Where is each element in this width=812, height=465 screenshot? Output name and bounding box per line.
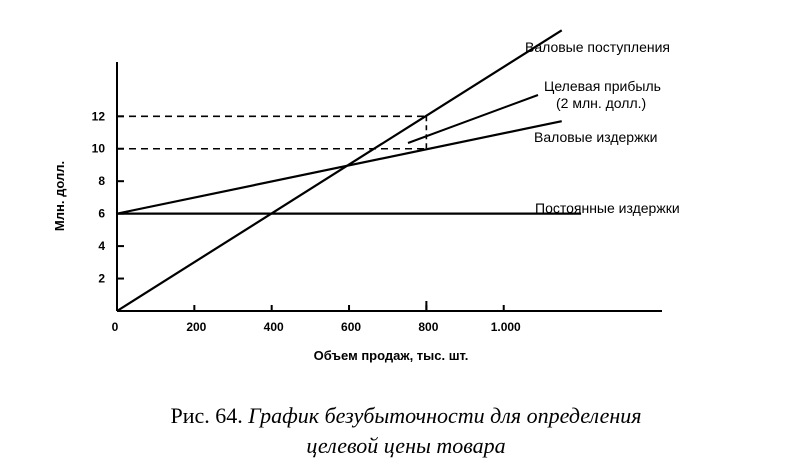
axes xyxy=(116,62,662,312)
y-tick-label: 4 xyxy=(98,239,105,253)
target-profit-label-line1: Целевая прибыль xyxy=(544,78,661,94)
caption-title-line1: График безубыточности для определения xyxy=(248,403,642,428)
series-labels: Валовые поступления Валовые издержки Посто… xyxy=(525,39,680,216)
x-tick-label: 200 xyxy=(186,320,206,334)
caption-title-line2: целевой цены товара xyxy=(306,433,506,458)
x-axis-title: Объем продаж, тыс. шт. xyxy=(314,348,469,363)
x-tick-label: 400 xyxy=(264,320,284,334)
y-tick-label: 8 xyxy=(98,174,105,188)
y-axis-title: Млн. долл. xyxy=(52,161,67,231)
series-label: Валовые поступления xyxy=(525,39,670,55)
series-line xyxy=(116,29,563,312)
caption-prefix: Рис. 64. xyxy=(170,403,249,428)
x-ticks: 0 200 400 600 800 1.000 xyxy=(112,305,521,334)
figure-caption: Рис. 64. График безубыточности для опред… xyxy=(0,402,812,430)
x-tick-label: 1.000 xyxy=(491,320,521,334)
y-ticks: 2 4 6 8 10 12 xyxy=(92,109,124,286)
series-lines xyxy=(116,29,582,312)
x-tick-label: 800 xyxy=(418,320,438,334)
x-tick-label: 0 xyxy=(112,320,119,334)
x-tick-label: 600 xyxy=(341,320,361,334)
y-tick-label: 6 xyxy=(98,207,105,221)
y-tick-label: 12 xyxy=(92,109,106,123)
target-profit-leader-line xyxy=(407,94,539,144)
series-label: Постоянные издержки xyxy=(535,200,680,216)
series-line xyxy=(116,120,562,215)
series-label: Валовые издержки xyxy=(534,129,657,145)
target-profit-label-line2: (2 млн. долл.) xyxy=(556,95,646,111)
y-tick-label: 10 xyxy=(92,142,106,156)
y-tick-label: 2 xyxy=(98,272,105,286)
